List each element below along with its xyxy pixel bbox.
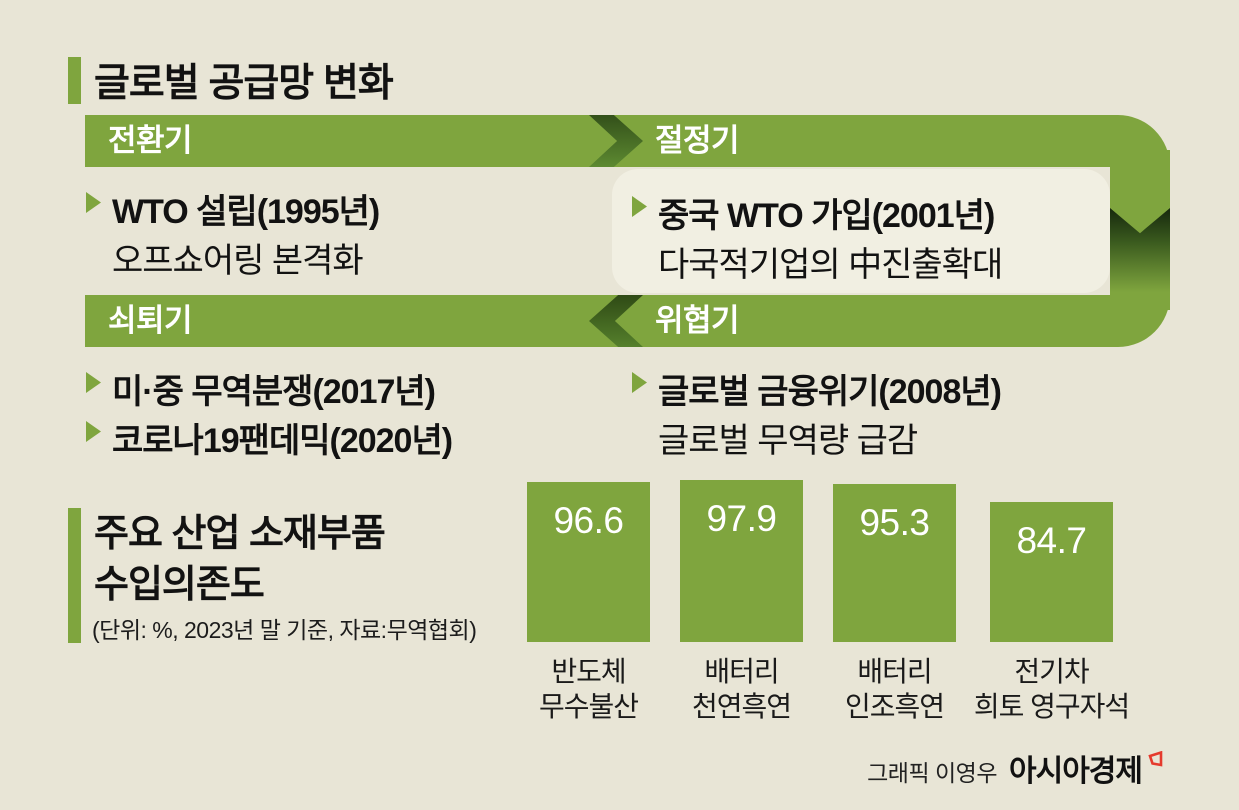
bar-category-label: 배터리 인조흑연 (844, 656, 945, 722)
bar-category-label: 반도체 무수불산 (538, 656, 639, 722)
credit-brand: 아시아경제 (1009, 755, 1143, 788)
bar-value-label: 96.6 (553, 500, 624, 541)
threat-item-1: 글로벌 금융위기(2008년) (658, 373, 1002, 411)
bullet-triangle-icon (632, 372, 647, 393)
bar: 97.9 (680, 480, 803, 642)
brand-flag-icon (1148, 750, 1164, 774)
page-title: 글로벌 공급망 변화 (94, 62, 394, 105)
peak-item-1: 중국 WTO 가입(2001년) (658, 197, 995, 235)
decline-item-1: 미·중 무역분쟁(2017년) (112, 373, 436, 411)
bar-value-label: 97.9 (706, 498, 777, 539)
bullet-triangle-icon (86, 421, 101, 442)
credit-line: 그래픽 이영우 아시아경제 (0, 746, 1170, 790)
chart-accent-bar (68, 508, 81, 643)
bar-value-label: 95.3 (859, 502, 930, 543)
chart-title-line2: 수입의존도 (94, 564, 265, 606)
chart-title-line1: 주요 산업 소재부품 (94, 513, 386, 555)
phase-label-transition: 전환기 (108, 123, 193, 158)
bullet-triangle-icon (86, 192, 101, 213)
peak-item-2: 다국적기업의 中진출확대 (658, 246, 1003, 284)
bar-value-label: 84.7 (1016, 520, 1087, 561)
bar-category-label: 전기차 희토 영구자석 (973, 656, 1130, 722)
decline-item-2: 코로나19팬데믹(2020년) (112, 422, 453, 460)
threat-item-2: 글로벌 무역량 급감 (658, 422, 918, 460)
transition-item-1: WTO 설립(1995년) (112, 193, 380, 231)
credit-label: 그래픽 이영우 (867, 760, 997, 786)
phase-label-peak: 절정기 (655, 123, 740, 158)
peak-content-box (612, 169, 1110, 293)
title-accent-bar (68, 57, 81, 104)
bar: 95.3 (833, 484, 956, 642)
chart-subtitle: (단위: %, 2023년 말 기준, 자료:무역협회) (92, 617, 477, 643)
bar: 96.6 (527, 482, 650, 642)
transition-item-2: 오프쇼어링 본격화 (112, 242, 364, 280)
bar-category-label: 배터리 천연흑연 (691, 656, 792, 722)
bar: 84.7 (990, 502, 1113, 642)
phase-label-threat: 위협기 (655, 303, 740, 338)
bullet-triangle-icon (86, 372, 101, 393)
phase-label-decline: 쇠퇴기 (108, 303, 193, 338)
